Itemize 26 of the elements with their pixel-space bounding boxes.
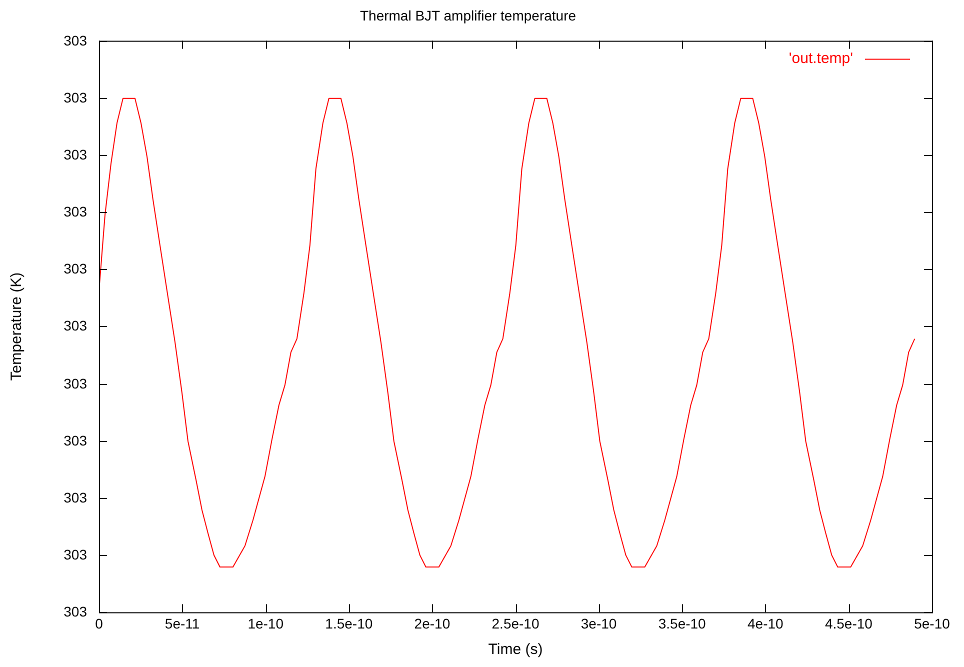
x-tick-label: 4.5e-10	[824, 615, 873, 632]
chart-title: Thermal BJT amplifier temperature	[360, 7, 576, 24]
x-tick-label: 5e-11	[164, 615, 200, 632]
text: 303	[64, 432, 88, 448]
x-tick-label: 5e-10	[914, 615, 950, 632]
y-axis-title: Temperature (K)	[8, 272, 26, 381]
x-tick-label: 3e-10	[580, 615, 617, 632]
text: 303	[64, 203, 88, 220]
x-tick-label: 2e-10	[414, 615, 450, 632]
x-tick-label: 1e-10	[248, 615, 284, 632]
text: 303	[64, 146, 88, 162]
x-tick-label: 1.5e-10	[325, 615, 373, 632]
x-tick-label: 4e-10	[747, 615, 784, 632]
x-tick-label: 3.5e-10	[658, 615, 706, 632]
x-tick-label: 2.5e-10	[492, 615, 540, 632]
text: 303	[64, 603, 88, 620]
text: 303	[64, 375, 88, 392]
x-tick-label: 0	[95, 615, 104, 632]
text: 303	[64, 89, 88, 106]
x-axis-title: Time (s)	[488, 641, 543, 658]
text: 303	[64, 489, 88, 506]
text: 303	[64, 546, 88, 562]
text: 303	[64, 32, 88, 48]
text: 303	[64, 260, 88, 276]
legend-label: 'out.temp'	[788, 50, 854, 67]
text: 303	[64, 317, 88, 334]
